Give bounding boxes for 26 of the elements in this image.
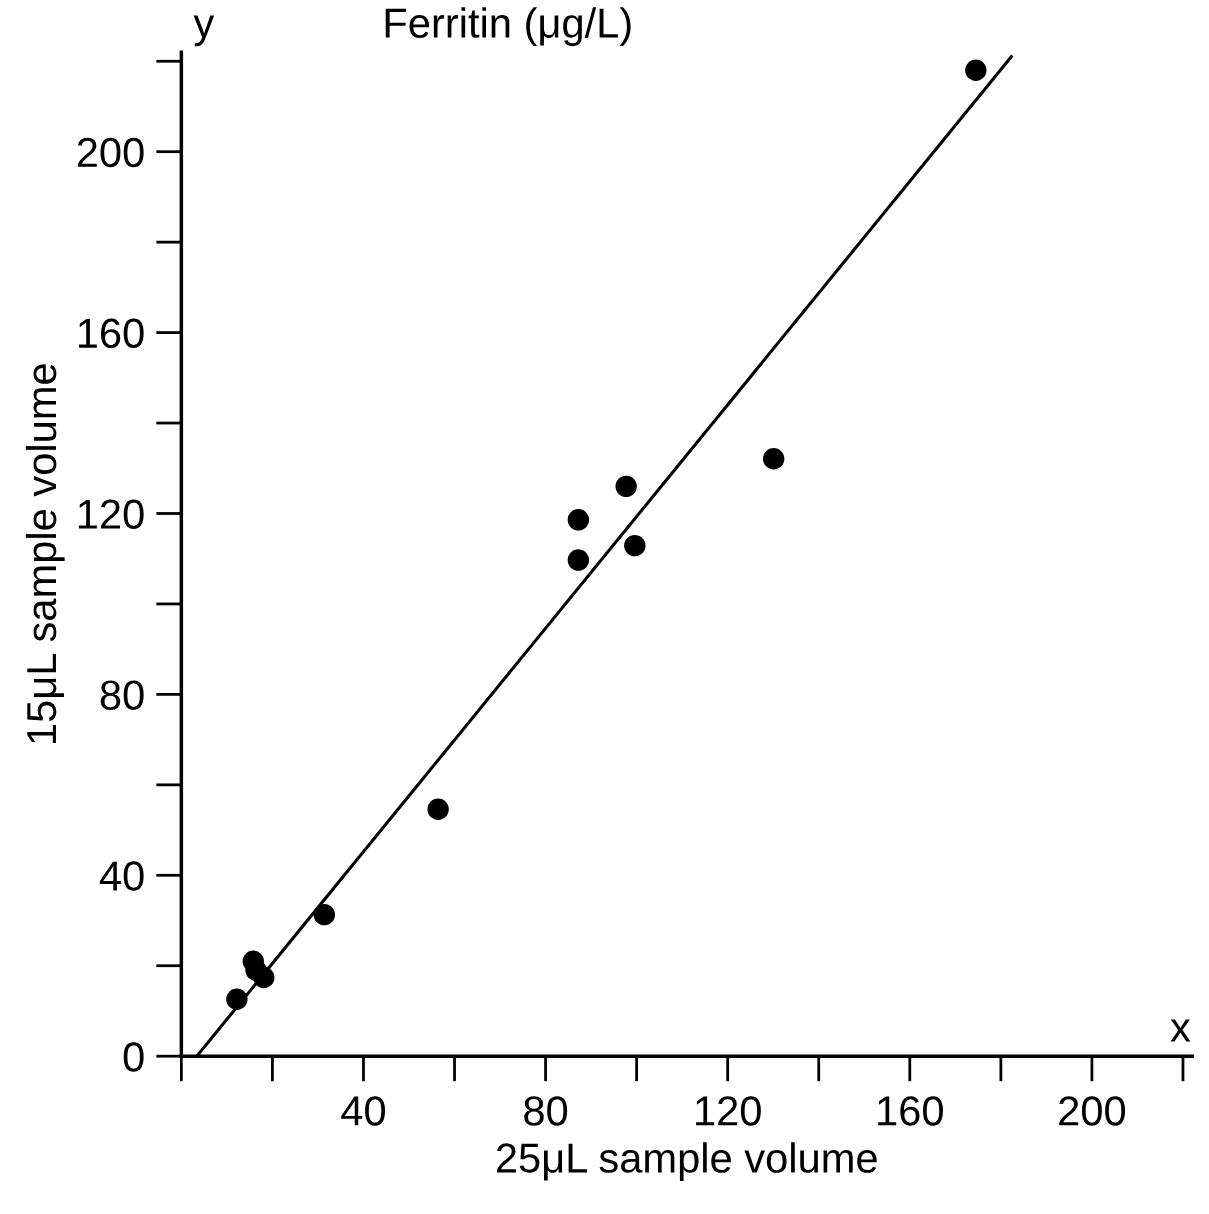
chart-title: Ferritin (μg/L) — [385, 7, 631, 47]
y-tick-label: 120 — [78, 499, 144, 529]
y-axis-title: 15μL sample volume — [25, 364, 65, 743]
x-tick-label: 80 — [524, 1096, 568, 1126]
point — [253, 966, 275, 989]
point — [624, 534, 646, 557]
point — [615, 475, 637, 498]
y-tick-label: 200 — [77, 137, 144, 168]
x-tick-label: 40 — [341, 1096, 386, 1126]
point — [313, 903, 336, 926]
y-tick-label: 80 — [100, 680, 144, 710]
point — [762, 448, 785, 470]
annotation: x — [1170, 1019, 1191, 1042]
point — [567, 549, 590, 571]
point — [567, 509, 590, 531]
x-axis-title: 25μL sample volume — [496, 1142, 877, 1182]
x-tick-label: 160 — [878, 1096, 943, 1126]
point — [965, 59, 987, 81]
y-tick-label: 160 — [78, 318, 144, 349]
x-tick-label: 120 — [696, 1096, 761, 1126]
point — [226, 988, 248, 1010]
text: y — [193, 15, 215, 47]
y-tick-label: 0 — [123, 1042, 144, 1072]
x-tick-label: 200 — [1059, 1096, 1126, 1126]
y-tick-label: 40 — [99, 861, 144, 891]
point — [427, 798, 449, 820]
